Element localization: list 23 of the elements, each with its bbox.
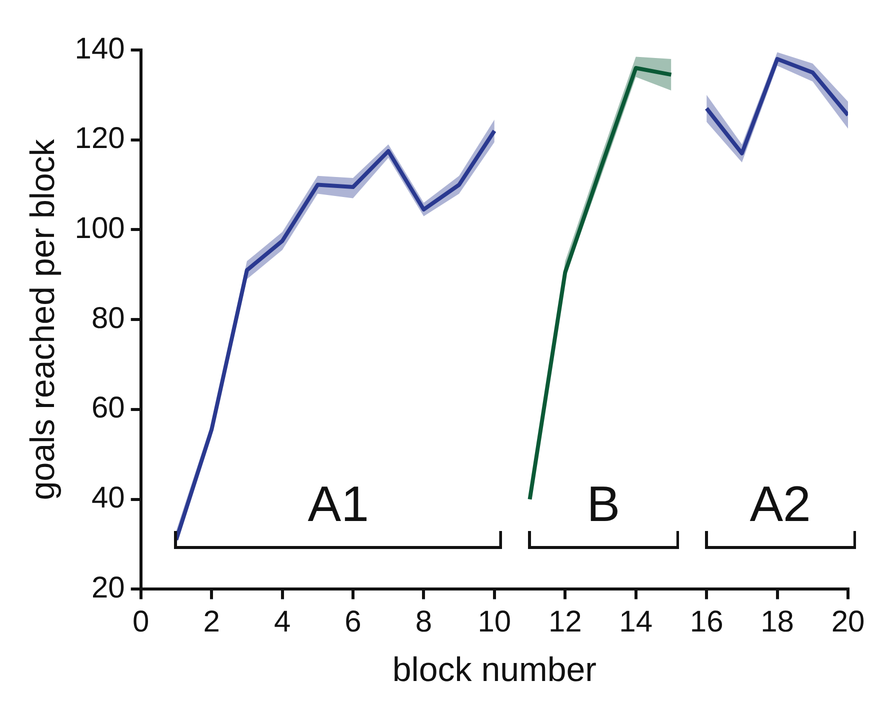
annotation: B <box>586 476 620 532</box>
x-tick-label: 6 <box>344 605 362 638</box>
annotation: A2 <box>750 476 811 532</box>
y-axis-title: goals reached per block <box>24 138 62 500</box>
y-tick-label: 140 <box>74 32 125 66</box>
x-tick-label: 16 <box>690 605 724 638</box>
x-tick-label: 12 <box>548 605 582 638</box>
x-tick-label: 2 <box>203 605 220 638</box>
y-tick-label: 20 <box>91 571 125 604</box>
x-tick-label: 0 <box>132 605 150 638</box>
y-tick-label: 60 <box>91 392 125 425</box>
y-tick-label: 100 <box>74 212 125 245</box>
x-axis-title: block number <box>392 650 596 689</box>
annotation: A1 <box>308 476 369 532</box>
y-tick-label: 40 <box>91 482 125 515</box>
x-tick-label: 8 <box>415 605 432 638</box>
x-tick-label: 14 <box>619 605 653 638</box>
x-tick-label: 10 <box>478 605 512 638</box>
y-tick-label: 120 <box>74 122 125 156</box>
x-tick-label: 20 <box>831 605 865 638</box>
x-tick-label: 18 <box>760 605 794 638</box>
y-tick-label: 80 <box>91 302 125 335</box>
x-tick-label: 4 <box>274 605 291 638</box>
